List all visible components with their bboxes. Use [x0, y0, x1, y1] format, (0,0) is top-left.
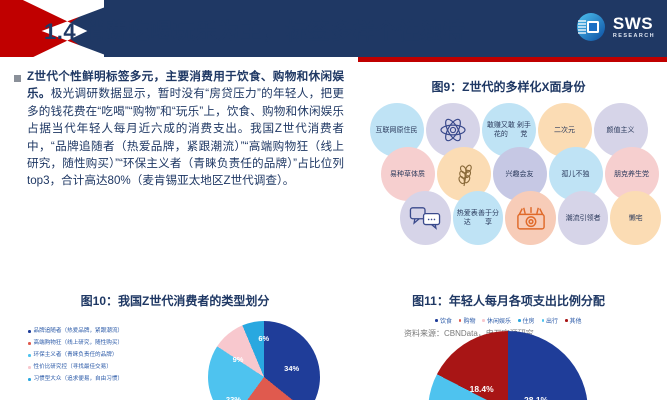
pie-slice-label: 6% [258, 334, 270, 344]
figure-10-pie-chart: 34% 23% 9% 6% [208, 321, 320, 400]
legend-label: 性价比研究控（寻找最佳交易） [33, 364, 112, 370]
bubble-tag: 热爱表达 善于分享 [452, 191, 504, 245]
bubble-tag-label: 热爱表达 [456, 210, 478, 226]
legend-label: 品牌追随者（热爱品牌，紧跟潮流） [33, 328, 124, 334]
figure-10-legend: 品牌追随者（热爱品牌，紧跟潮流） 高端购物狂（线上研究，随性购买） 环保主义者（青睐… [28, 325, 208, 385]
header-underline-gap [0, 57, 358, 62]
pie-slice-label: 18.4% [469, 383, 494, 394]
legend-color-swatch [28, 342, 31, 345]
logo-text-main: SWS [612, 13, 654, 33]
legend-label: 饮食 [439, 319, 452, 325]
bubble-tag-label: 潮流引领者 [565, 214, 601, 222]
legend-color-swatch [541, 319, 545, 322]
body-paragraph-lead: Z世代个性鲜明标签多元，主要消费用于饮食、购物和休闲娱乐。 [27, 70, 344, 101]
legend-label: 其他 [569, 319, 582, 325]
figure-10-title: 图10：我国Z世代消费者的类型划分 [80, 294, 270, 308]
pie-slice-label: 9% [232, 354, 244, 364]
body-text-block: Z世代个性鲜明标签多元，主要消费用于饮食、购物和休闲娱乐。极光调研数据显示，暂时… [14, 68, 344, 190]
bubble-tag-label: 敢赚又敢花的 [486, 122, 515, 138]
logo-text-sub: RESEARCH [612, 32, 655, 39]
figure-9-bubble-cloud: 互联网 原住民 敢赚又敢花的 剁手党 二次元 颜值主义 易种草体质 兴趣会友 孤儿不独 朋克养生… [356, 103, 661, 263]
bubble-tag-label: 孤儿不独 [561, 170, 590, 178]
figure-10: 图10：我国Z世代消费者的类型划分 品牌追随者（热爱品牌，紧跟潮流） 高端购物狂（… [10, 292, 340, 400]
legend-item: 性价比研究控（寻找最佳交易） [28, 361, 208, 373]
bubble-tag: 潮流引领者 [557, 191, 609, 245]
figure-11-pie-chart: 28.1%18.4%10.1% [428, 331, 588, 400]
legend-label: 出行 [546, 319, 559, 325]
legend-item: 购物 [458, 316, 476, 325]
legend-item: 休闲娱乐 [482, 316, 511, 325]
legend-color-swatch [458, 319, 462, 322]
legend-item: 饮食 [435, 316, 452, 325]
legend-item: 品牌追随者（热爱品牌，紧跟潮流） [28, 325, 208, 337]
legend-label: 住房 [522, 319, 535, 325]
bubble-tag-label: 剁手党 [516, 122, 531, 138]
sws-logo: SWS RESEARCH [574, 10, 655, 44]
legend-label: 购物 [463, 319, 476, 325]
figure-9: 图9：Z世代的多样化X面身份 互联网 原住民 敢赚又敢花的 剁手党 二次元 颜值主义 易种… [356, 78, 661, 338]
legend-item: 住房 [518, 316, 535, 325]
bubble-tag-label: 朋克养生党 [614, 170, 649, 178]
bubble-tag-label: 兴趣会友 [505, 170, 534, 178]
legend-color-swatch [565, 319, 568, 322]
page-title: 1.4 消费吃喝玩乐为主，标签多样个性独特 [44, 19, 466, 44]
header-bar [0, 0, 667, 57]
slide-header: 1.4 消费吃喝玩乐为主，标签多样个性独特 [0, 0, 667, 62]
bubble-tag-label: 善于分享 [478, 210, 500, 226]
legend-color-swatch [28, 366, 31, 369]
figure-11: 图11：年轻人每月各项支出比例分配 饮食 购物 休闲娱乐 住房 出行 其他 28.1% 18… [356, 292, 661, 400]
bubble-row: 互联网 原住民 敢赚又敢花的 剁手党 二次元 颜值主义 [356, 103, 661, 157]
figure-11-legend: 饮食 购物 休闲娱乐 住房 出行 其他 [356, 316, 661, 325]
legend-label: 环保主义者（青睐负责任的品牌） [33, 352, 118, 358]
legend-item: 环保主义者（青睐负责任的品牌） [28, 349, 208, 361]
sws-logo-icon [574, 10, 608, 44]
bubble-tag-label: 易种草体质 [390, 170, 425, 178]
bubble-row: 热爱表达 善于分享 潮流引领者 懒宅 [400, 191, 661, 245]
bubble-tag: 懒宅 [610, 191, 661, 245]
legend-color-swatch [482, 319, 485, 322]
legend-item: 出行 [541, 316, 559, 325]
legend-label: 高端购物狂（线上研究，随性购买） [33, 340, 124, 346]
body-paragraph-rest: 极光调研数据显示，暂时没有“房贷压力”的年轻人，把更多的钱花费在“吃喝”“购物”… [27, 87, 344, 188]
pie-slice-label: 28.1% [524, 395, 549, 400]
body-paragraph: Z世代个性鲜明标签多元，主要消费用于饮食、购物和休闲娱乐。极光调研数据显示，暂时… [27, 68, 344, 190]
legend-color-swatch [518, 319, 521, 322]
bubble-tag-label: 二次元 [554, 126, 575, 134]
bullet-square-icon [14, 75, 21, 82]
camera-icon [505, 191, 556, 245]
pie-slice-label: 34% [284, 363, 300, 373]
bubble-tag-label: 颜值主义 [606, 126, 635, 134]
legend-color-swatch [28, 330, 31, 333]
bubble-tag-label: 互联网 [375, 126, 397, 134]
chat-icon [400, 191, 451, 245]
legend-color-swatch [28, 354, 31, 357]
legend-label: 休闲娱乐 [486, 319, 511, 325]
bubble-tag-label: 懒宅 [628, 214, 643, 222]
legend-color-swatch [435, 319, 438, 322]
legend-item: 习惯型大众（追求便易，自由习惯） [28, 373, 208, 385]
legend-color-swatch [28, 378, 31, 381]
legend-item: 其他 [565, 316, 582, 325]
figure-9-source: 资料来源：CBNData，申万宏源研究 [404, 329, 534, 338]
figure-11-title: 图11：年轻人每月各项支出比例分配 [412, 294, 605, 308]
legend-label: 习惯型大众（追求便易，自由习惯） [33, 376, 124, 382]
bubble-tag-label: 原住民 [396, 126, 418, 134]
figure-9-title: 图9：Z世代的多样化X面身份 [431, 80, 586, 94]
legend-item: 高端购物狂（线上研究，随性购买） [28, 337, 208, 349]
pie-slice-label: 23% [225, 394, 241, 400]
